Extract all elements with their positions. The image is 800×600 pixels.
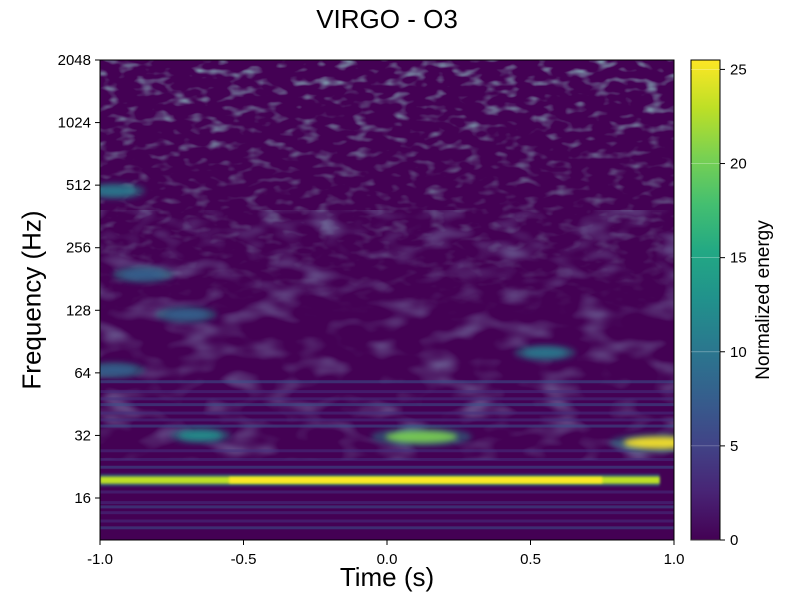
plot-border [99, 59, 675, 541]
y-tick-label: 256 [66, 240, 91, 257]
band-peak [229, 477, 603, 484]
x-tick-label: 1.0 [664, 551, 685, 568]
x-tick-label: 0.0 [377, 551, 398, 568]
energy-blob [121, 269, 166, 280]
spectrogram-plot-area [100, 60, 674, 540]
colorbar-tick-label: 20 [730, 156, 747, 173]
stationary-line [100, 418, 674, 422]
stationary-line [100, 403, 674, 407]
y-tick-label: 32 [74, 427, 91, 444]
y-tick-label: 64 [74, 365, 91, 382]
colorbar-ticks: 0 5 10 15 20 25 [691, 61, 747, 549]
stationary-line [100, 519, 674, 523]
colorbar-tick-label: 15 [730, 250, 747, 267]
y-tick-label: 128 [66, 302, 91, 319]
x-axis-label: Time (s) [339, 562, 435, 592]
stationary-line [100, 505, 674, 509]
mid-frequency-noise-texture [100, 210, 674, 460]
energy-features [100, 182, 674, 487]
energy-blob [164, 309, 209, 320]
chart-title: VIRGO - O3 [316, 4, 458, 34]
y-tick-label: 16 [74, 490, 91, 507]
low-frequency-horizontal-bands [100, 380, 674, 530]
spectrogram-heatmap [100, 60, 674, 540]
energy-blob [522, 347, 567, 358]
energy-blob [100, 365, 137, 376]
y-tick-label: 1024 [58, 115, 91, 132]
stationary-line [100, 397, 674, 401]
stationary-line [100, 424, 674, 428]
stationary-line [100, 411, 674, 415]
x-axis-ticks: -1.0 -0.5 0.0 0.5 1.0 [87, 540, 684, 568]
colorbar-tick-label: 5 [730, 438, 738, 455]
stationary-line [100, 526, 674, 530]
stationary-line [100, 490, 674, 494]
stationary-line [100, 380, 674, 384]
stationary-line [100, 458, 674, 462]
stationary-line [100, 449, 674, 453]
stationary-line [100, 465, 674, 469]
x-tick-label: -0.5 [231, 551, 257, 568]
colorbar-label: Normalized energy [753, 220, 774, 380]
stationary-line [100, 511, 674, 515]
colorbar-tick-label: 25 [730, 61, 747, 78]
y-axis-label: Frequency (Hz) [16, 210, 47, 390]
energy-blob [385, 430, 458, 443]
colorbar [690, 59, 721, 541]
energy-blob [178, 430, 223, 441]
y-tick-label: 512 [66, 177, 91, 194]
x-tick-label: 0.5 [520, 551, 541, 568]
energy-blob [100, 185, 137, 196]
energy-blob [623, 436, 674, 449]
colorbar-tick-label: 10 [730, 344, 747, 361]
stationary-line [100, 390, 674, 394]
y-axis-ticks: 16 32 64 128 256 512 1024 2048 [58, 52, 100, 507]
y-tick-label: 2048 [58, 52, 91, 69]
x-tick-label: -1.0 [87, 551, 113, 568]
colorbar-tick-label: 0 [730, 532, 738, 549]
stationary-line [100, 501, 674, 505]
